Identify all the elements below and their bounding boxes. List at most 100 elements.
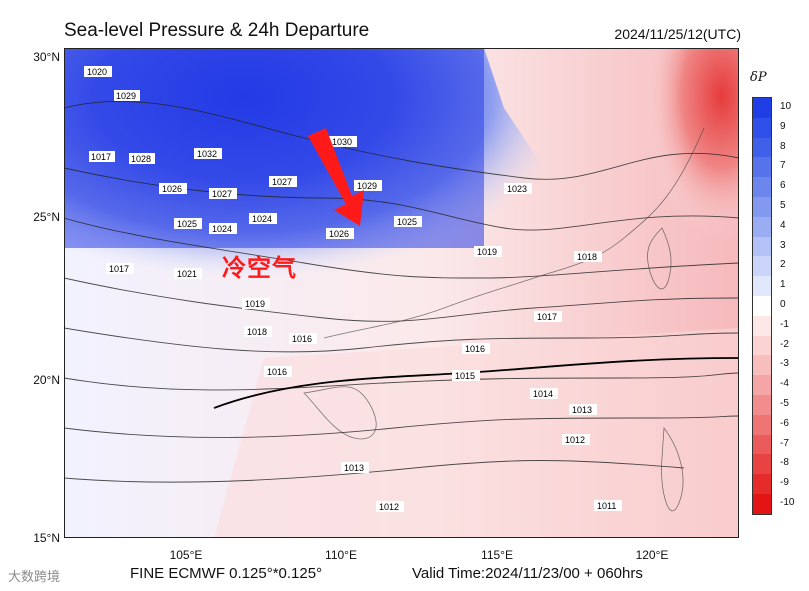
colorbar-segment (753, 414, 771, 435)
coastlines (303, 127, 705, 512)
lat-label-15n: 15°N (33, 531, 60, 545)
isobar-label: 1020 (84, 66, 112, 77)
colorbar-title: δP (750, 70, 767, 85)
isobar-label: 1016 (264, 366, 292, 377)
svg-text:1029: 1029 (116, 91, 136, 101)
isobar-label: 1018 (244, 326, 272, 337)
lon-label-110e: 110°E (325, 548, 357, 562)
lat-label-20n: 20°N (33, 373, 60, 387)
model-label: FINE ECMWF 0.125°*0.125° (130, 565, 323, 582)
svg-text:1016: 1016 (465, 344, 485, 354)
svg-text:1012: 1012 (379, 502, 399, 512)
isobar-label: 1028 (129, 153, 155, 164)
svg-text:1026: 1026 (329, 229, 349, 239)
colorbar-tick-label: 8 (780, 140, 786, 152)
colorbar-tick-label: 0 (780, 299, 786, 310)
svg-text:1014: 1014 (533, 389, 553, 399)
colorbar-tick-label: -10 (780, 497, 795, 509)
svg-text:1017: 1017 (91, 152, 111, 162)
svg-text:1032: 1032 (197, 149, 217, 159)
map-frame (64, 48, 739, 538)
colorbar-segment (753, 335, 771, 356)
svg-text:1018: 1018 (247, 327, 267, 337)
svg-text:1030: 1030 (332, 137, 352, 147)
isobar-label: 1027 (209, 188, 237, 199)
isobar-label: 1032 (194, 148, 222, 159)
svg-text:1019: 1019 (245, 299, 265, 309)
isobar-label: 1013 (341, 462, 369, 473)
colorbar-segment (753, 375, 771, 395)
svg-text:1017: 1017 (537, 312, 557, 322)
isobar-label: 1016 (289, 333, 317, 344)
isobar-label: 1026 (159, 183, 187, 194)
colorbar-segment (753, 157, 771, 178)
svg-text:1016: 1016 (267, 367, 287, 377)
svg-text:1024: 1024 (212, 224, 232, 234)
svg-text:1019: 1019 (477, 247, 497, 257)
svg-text:1025: 1025 (177, 219, 197, 229)
svg-text:1021: 1021 (177, 269, 197, 279)
svg-text:1027: 1027 (212, 189, 232, 199)
colorbar-tick-label: -9 (780, 477, 789, 489)
colorbar-tick-label: -8 (780, 457, 789, 469)
svg-text:1013: 1013 (572, 405, 592, 415)
colorbar-segment (753, 474, 771, 494)
isobar-label: 1017 (534, 311, 562, 322)
chart-title: Sea-level Pressure & 24h Departure (64, 20, 370, 41)
isobar-label: 1027 (269, 176, 297, 187)
isobar-label: 1026 (326, 228, 354, 239)
colorbar-tick-label: -4 (780, 378, 789, 390)
colorbar-tick-label: 1 (780, 279, 786, 291)
watermark: 大数跨境 (8, 569, 61, 584)
svg-text:1013: 1013 (344, 463, 364, 473)
colorbar-segment (753, 98, 771, 118)
warm-region (564, 48, 739, 368)
colorbar-tick-label: 3 (780, 239, 786, 251)
cold-air-arrow (308, 128, 364, 226)
lat-label-25n: 25°N (33, 210, 60, 224)
colorbar-tick-label: -7 (780, 437, 789, 449)
svg-text:1028: 1028 (131, 154, 151, 164)
colorbar-tick-label: -1 (780, 318, 789, 330)
colorbar-segment (753, 256, 771, 277)
colorbar-tick-label: -6 (780, 417, 789, 429)
isobar-label: 1017 (89, 151, 115, 162)
colorbar-segment (753, 295, 771, 316)
svg-text:1020: 1020 (87, 67, 107, 77)
isobar-label: 1016 (462, 343, 490, 354)
colorbar-segment (753, 236, 771, 257)
svg-text:1017: 1017 (109, 264, 129, 274)
colorbar-segment (753, 493, 771, 514)
isobar-label: 1012 (562, 434, 590, 445)
colorbar-segment (753, 137, 771, 158)
pressure-map: 1020 1029 1017 1028 1032 1026 1027 1025 … (64, 48, 739, 538)
colorbar (752, 97, 772, 515)
colorbar-segment (753, 196, 771, 217)
lon-label-115e: 115°E (481, 548, 513, 562)
colorbar-segment (753, 355, 771, 376)
colorbar-segment (753, 394, 771, 415)
svg-text:1027: 1027 (272, 177, 292, 187)
isobar-label: 1029 (114, 90, 140, 101)
svg-text:1015: 1015 (455, 371, 475, 381)
colorbar-tick-label: 10 (780, 100, 792, 112)
isobar-label: 1015 (452, 370, 480, 381)
colorbar-tick-label: 6 (780, 180, 786, 192)
colorbar-tick-label: -2 (780, 338, 789, 350)
lon-label-120e: 120°E (635, 548, 669, 562)
isobar-label: 1029 (354, 180, 382, 191)
isobar-label: 1018 (574, 251, 602, 262)
isobar-label: 1030 (329, 136, 357, 147)
svg-text:1024: 1024 (252, 214, 272, 224)
svg-text:1016: 1016 (292, 334, 312, 344)
cold-air-label: 冷空气 (222, 254, 297, 282)
colorbar-segment (753, 315, 771, 336)
isobar-label: 1021 (174, 268, 202, 279)
valid-time-label: Valid Time:2024/11/23/00 + 060hrs (412, 565, 643, 582)
isobars (64, 100, 739, 483)
analysis-datetime: 2024/11/25/12(UTC) (614, 26, 741, 42)
isobar-label: 1025 (174, 218, 202, 229)
colorbar-tick-label: 4 (780, 219, 786, 231)
colorbar-segment (753, 177, 771, 197)
colorbar-tick-label: 5 (780, 199, 786, 211)
